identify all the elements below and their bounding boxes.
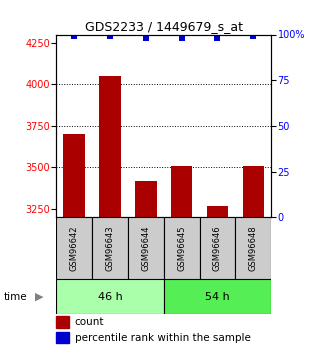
Point	[179, 36, 184, 41]
Point	[107, 33, 112, 39]
Bar	[63, 134, 85, 345]
FancyBboxPatch shape	[164, 217, 200, 279]
Text: percentile rank within the sample: percentile rank within the sample	[74, 333, 250, 343]
Title: GDS2233 / 1449679_s_at: GDS2233 / 1449679_s_at	[85, 20, 243, 33]
Bar	[135, 181, 157, 345]
Text: GSM96648: GSM96648	[249, 226, 258, 271]
FancyBboxPatch shape	[56, 217, 92, 279]
FancyBboxPatch shape	[235, 217, 271, 279]
Text: 54 h: 54 h	[205, 292, 230, 302]
Text: GSM96645: GSM96645	[177, 226, 186, 271]
Text: count: count	[74, 317, 104, 327]
Text: ▶: ▶	[35, 292, 44, 302]
FancyBboxPatch shape	[200, 217, 235, 279]
Point	[215, 36, 220, 41]
Bar	[56, 332, 69, 344]
Point	[143, 36, 148, 41]
Bar	[99, 76, 121, 345]
Bar	[243, 166, 264, 345]
Text: 46 h: 46 h	[98, 292, 122, 302]
Bar	[56, 316, 69, 328]
FancyBboxPatch shape	[92, 217, 128, 279]
Text: GSM96642: GSM96642	[70, 226, 79, 271]
Point	[72, 33, 77, 39]
FancyBboxPatch shape	[56, 279, 164, 314]
Point	[251, 33, 256, 39]
FancyBboxPatch shape	[128, 217, 164, 279]
Text: time: time	[3, 292, 27, 302]
FancyBboxPatch shape	[164, 279, 271, 314]
Text: GSM96643: GSM96643	[105, 226, 115, 271]
Bar	[171, 166, 192, 345]
Text: GSM96644: GSM96644	[141, 226, 150, 271]
Text: GSM96646: GSM96646	[213, 226, 222, 271]
Bar	[207, 206, 228, 345]
